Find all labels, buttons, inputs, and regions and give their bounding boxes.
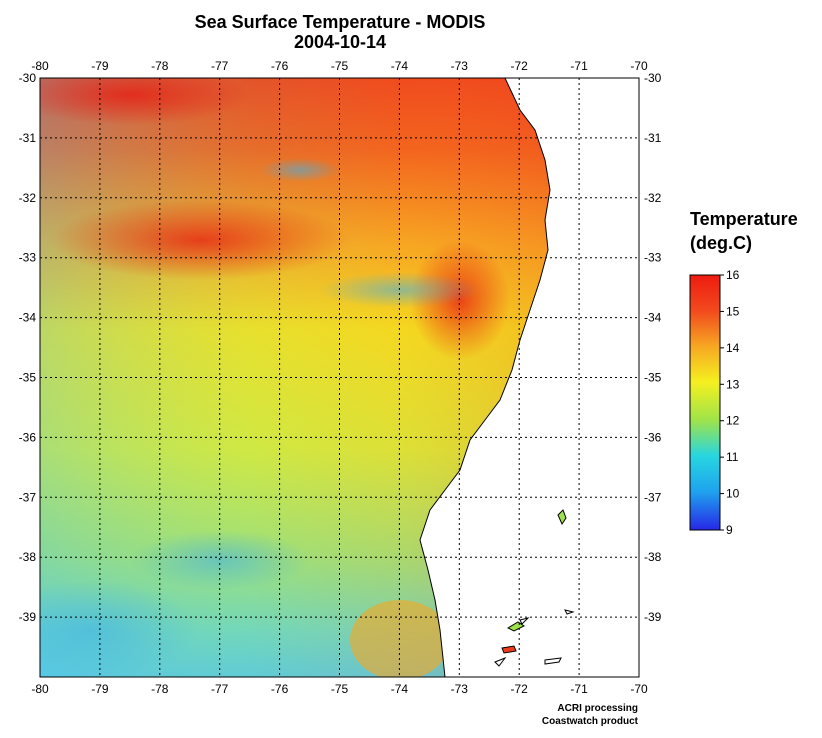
- lat-tick-left-6: -36: [19, 430, 37, 444]
- lat-tick-right-5: -35: [644, 371, 662, 385]
- lat-tick-left-3: -33: [19, 251, 37, 265]
- colorbar-label-2: 14: [726, 341, 740, 355]
- land-mass: [419, 78, 639, 677]
- lon-tick-top-0: -80: [31, 59, 49, 73]
- lon-tick-top-1: -79: [91, 59, 109, 73]
- lon-tick-bottom-9: -71: [570, 682, 588, 696]
- lon-tick-bottom-5: -75: [331, 682, 349, 696]
- lat-tick-right-0: -30: [644, 71, 662, 85]
- lon-tick-top-10: -70: [630, 59, 648, 73]
- map-date: 2004-10-14: [293, 32, 387, 52]
- lon-tick-top-7: -73: [451, 59, 469, 73]
- lon-tick-bottom-8: -72: [511, 682, 529, 696]
- lat-tick-right-2: -32: [644, 191, 662, 205]
- lat-tick-left-0: -30: [19, 71, 37, 85]
- islands: [494, 509, 575, 667]
- lat-axis-left: -30 -31 -32 -33 -34 -35 -36 -37 -38 -39: [19, 71, 37, 624]
- map-title: Sea Surface Temperature - MODIS: [194, 12, 486, 32]
- lon-tick-bottom-6: -74: [391, 682, 409, 696]
- colorbar-label-3: 13: [726, 377, 740, 391]
- lon-axis-bottom: -80 -79 -78 -77 -76 -75 -74 -73 -72 -71 -70: [31, 682, 648, 696]
- legend-unit: (deg.C): [690, 233, 752, 253]
- lon-tick-top-3: -77: [211, 59, 229, 73]
- lat-tick-right-1: -31: [644, 131, 662, 145]
- lat-tick-right-6: -36: [644, 430, 662, 444]
- lat-tick-right-9: -39: [644, 610, 662, 624]
- lat-tick-left-1: -31: [19, 131, 37, 145]
- lon-tick-bottom-7: -73: [451, 682, 469, 696]
- lon-tick-bottom-1: -79: [91, 682, 109, 696]
- lat-axis-right: -30 -31 -32 -33 -34 -35 -36 -37 -38 -39: [644, 71, 662, 624]
- colorbar-label-4: 12: [726, 414, 740, 428]
- lon-tick-bottom-2: -78: [151, 682, 169, 696]
- lat-tick-left-4: -34: [19, 311, 37, 325]
- colorbar-label-0: 16: [726, 268, 740, 282]
- lon-tick-bottom-3: -77: [211, 682, 229, 696]
- colorbar: [689, 274, 721, 531]
- lon-tick-top-8: -72: [511, 59, 529, 73]
- lat-tick-left-5: -35: [19, 371, 37, 385]
- lon-tick-top-9: -71: [570, 59, 588, 73]
- map-frame: [39, 77, 640, 678]
- colorbar-ticks: 16 15 14 13 12 11 10 9: [720, 268, 740, 537]
- lon-tick-top-4: -76: [271, 59, 289, 73]
- lon-tick-top-2: -78: [151, 59, 169, 73]
- lat-tick-left-7: -37: [19, 490, 37, 504]
- colorbar-label-1: 15: [726, 304, 740, 318]
- lon-tick-bottom-4: -76: [271, 682, 289, 696]
- lat-tick-left-2: -32: [19, 191, 37, 205]
- lat-tick-right-4: -34: [644, 311, 662, 325]
- colorbar-label-5: 11: [726, 450, 739, 464]
- credit-processing: ACRI processing: [557, 703, 638, 714]
- lon-tick-bottom-10: -70: [630, 682, 648, 696]
- lat-tick-right-7: -37: [644, 490, 662, 504]
- credit-product: Coastwatch product: [541, 716, 638, 727]
- lon-tick-bottom-0: -80: [31, 682, 49, 696]
- lon-tick-top-5: -75: [331, 59, 349, 73]
- colorbar-label-7: 9: [726, 523, 733, 537]
- sst-field: [40, 78, 639, 677]
- legend-title: Temperature: [690, 209, 798, 229]
- colorbar-label-6: 10: [726, 487, 740, 501]
- lat-tick-right-3: -33: [644, 251, 662, 265]
- lat-tick-left-8: -38: [19, 550, 37, 564]
- lat-tick-right-8: -38: [644, 550, 662, 564]
- lon-axis-top: -80 -79 -78 -77 -76 -75 -74 -73 -72 -71 -70: [31, 59, 648, 73]
- lat-tick-left-9: -39: [19, 610, 37, 624]
- lon-tick-top-6: -74: [391, 59, 409, 73]
